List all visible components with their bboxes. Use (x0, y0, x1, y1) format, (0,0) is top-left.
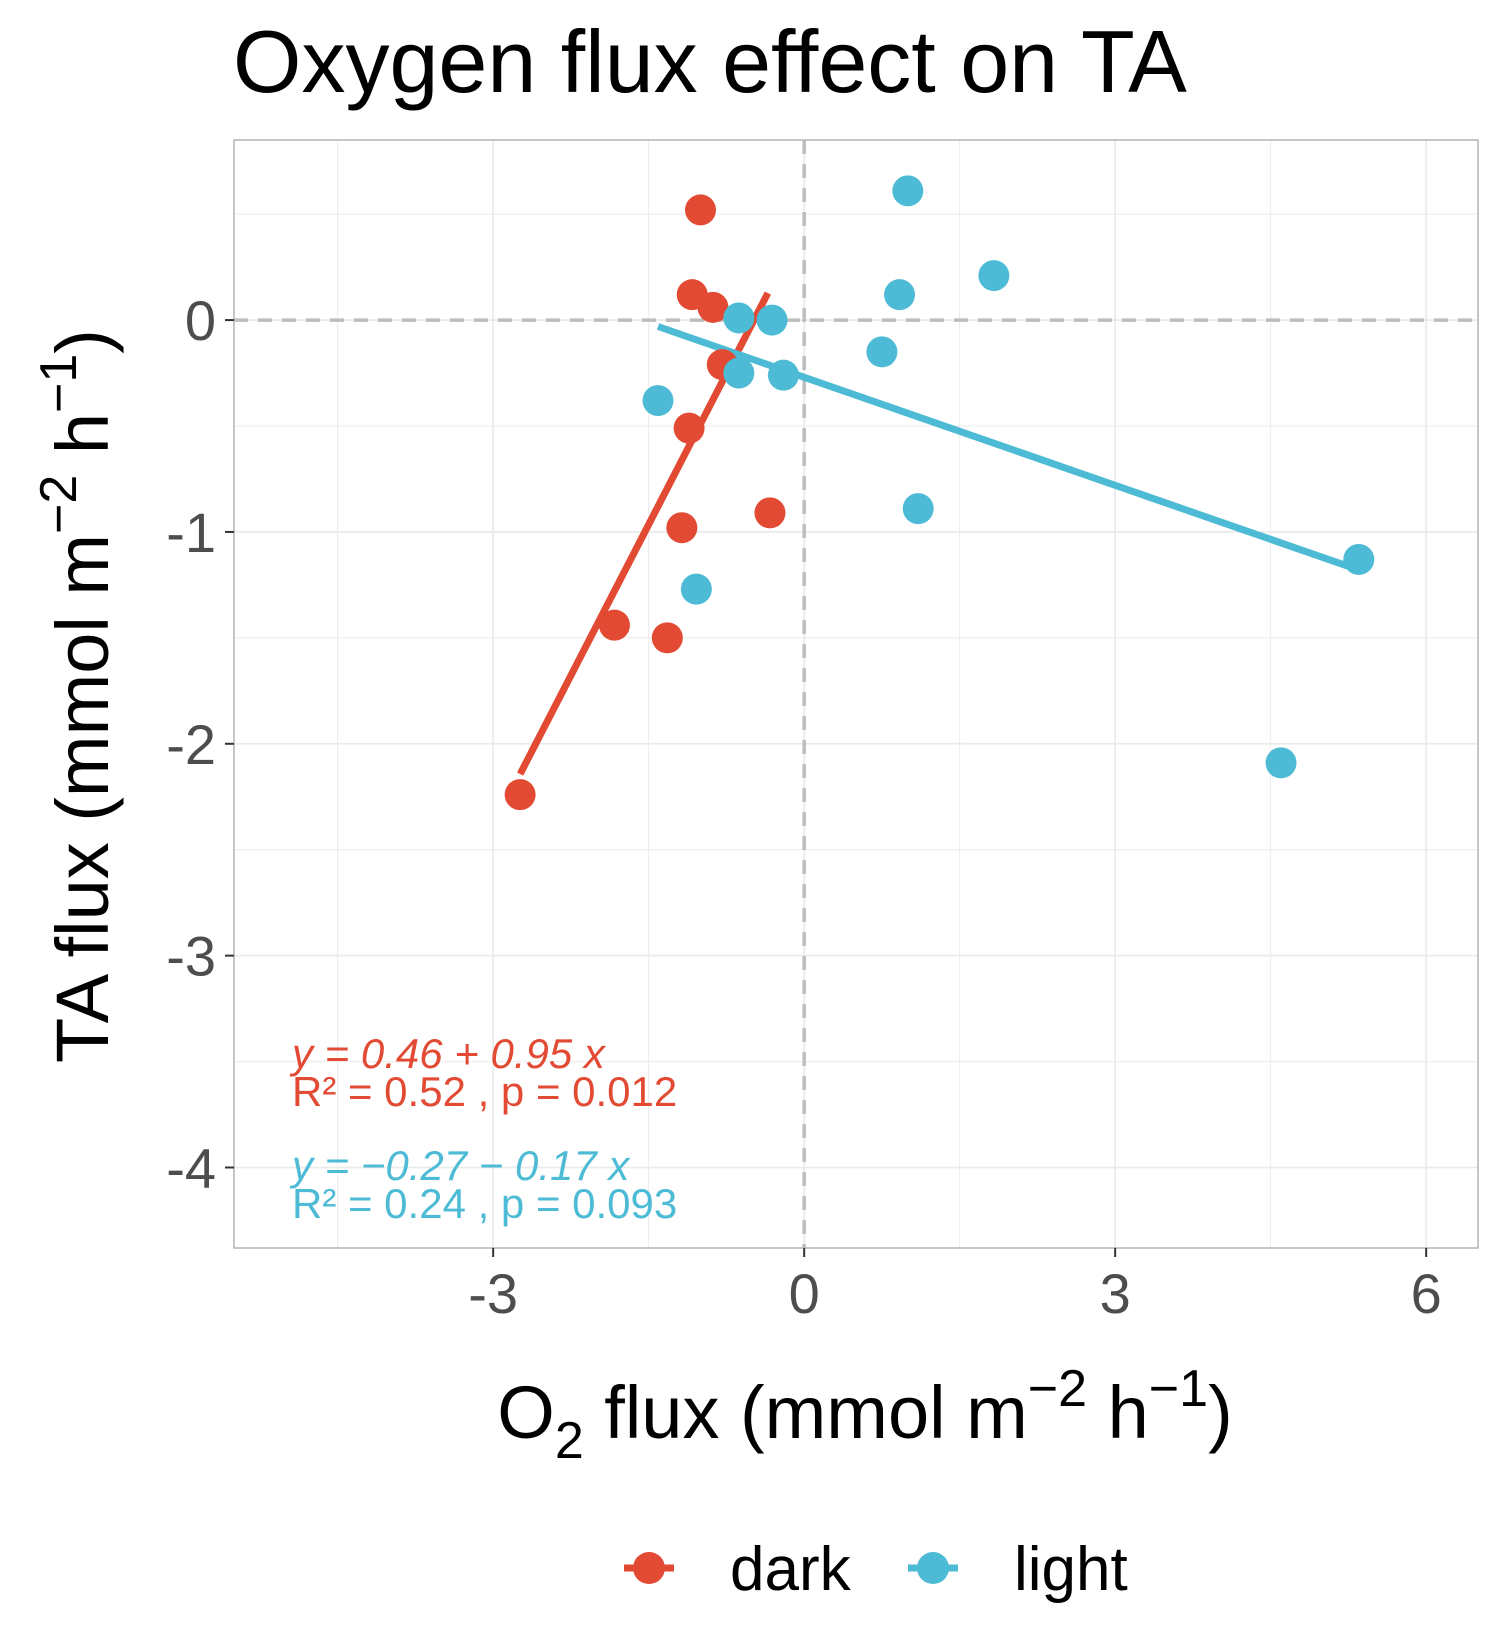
legend-label-light: light (1014, 1535, 1128, 1604)
y-axis-ticks: 0 -1 -2 -3 -4 (166, 289, 234, 1199)
point-dark (673, 412, 705, 444)
x-tick-label: -3 (468, 1262, 518, 1325)
y-tick-label: -4 (166, 1136, 216, 1199)
y-tick-label: 0 (185, 289, 216, 352)
point-dark (697, 291, 729, 323)
point-dark (598, 609, 630, 641)
r2-dark: R² = 0.52 , p = 0.012 (292, 1068, 677, 1115)
point-light (892, 175, 924, 207)
reference-lines (234, 140, 1478, 1248)
panel-border (233, 139, 1479, 1249)
point-light (978, 260, 1010, 292)
point-light (767, 359, 799, 391)
legend-marker-dark (633, 1552, 665, 1584)
regression-equations: y = 0.46 + 0.95 xR² = 0.52 , p = 0.012 y … (289, 1030, 677, 1227)
point-dark (685, 194, 716, 226)
r2-light: R² = 0.24 , p = 0.093 (292, 1180, 677, 1227)
point-light (866, 336, 898, 368)
point-dark (666, 512, 698, 544)
point-dark (754, 497, 786, 529)
point-light (1343, 543, 1375, 575)
equation-dark: y = 0.46 + 0.95 x (289, 1030, 607, 1077)
y-tick-label: -3 (166, 925, 216, 988)
grid-lines (234, 140, 1478, 1248)
equation-light: y = −0.27 − 0.17 x (289, 1142, 631, 1189)
y-tick-label: -1 (166, 501, 216, 564)
point-light (723, 357, 755, 389)
legend-label-dark: dark (730, 1535, 852, 1604)
x-tick-label: 6 (1411, 1262, 1442, 1325)
x-axis-ticks: -3 0 3 6 (468, 1248, 1442, 1325)
x-axis-label: O2 flux (mmol m−2 h−1) (497, 1360, 1232, 1470)
point-light (902, 493, 934, 525)
point-light (1265, 747, 1297, 779)
legend: dark light (624, 1535, 1128, 1604)
point-dark (651, 622, 683, 654)
point-light (723, 302, 755, 334)
point-light (884, 279, 916, 311)
fit-line-light (656, 323, 1360, 574)
point-light (756, 304, 788, 336)
point-light (642, 385, 674, 417)
legend-marker-light (917, 1552, 949, 1584)
y-tick-label: -2 (166, 713, 216, 776)
data-points (504, 175, 1375, 811)
x-tick-label: 3 (1100, 1262, 1131, 1325)
fit-lines (517, 291, 1360, 776)
point-light (680, 573, 712, 605)
x-tick-label: 0 (789, 1262, 820, 1325)
chart-title: Oxygen flux effect on TA (233, 12, 1187, 111)
y-axis-label: TA flux (mmol m−2 h−1) (30, 329, 124, 1063)
point-dark (504, 779, 536, 811)
